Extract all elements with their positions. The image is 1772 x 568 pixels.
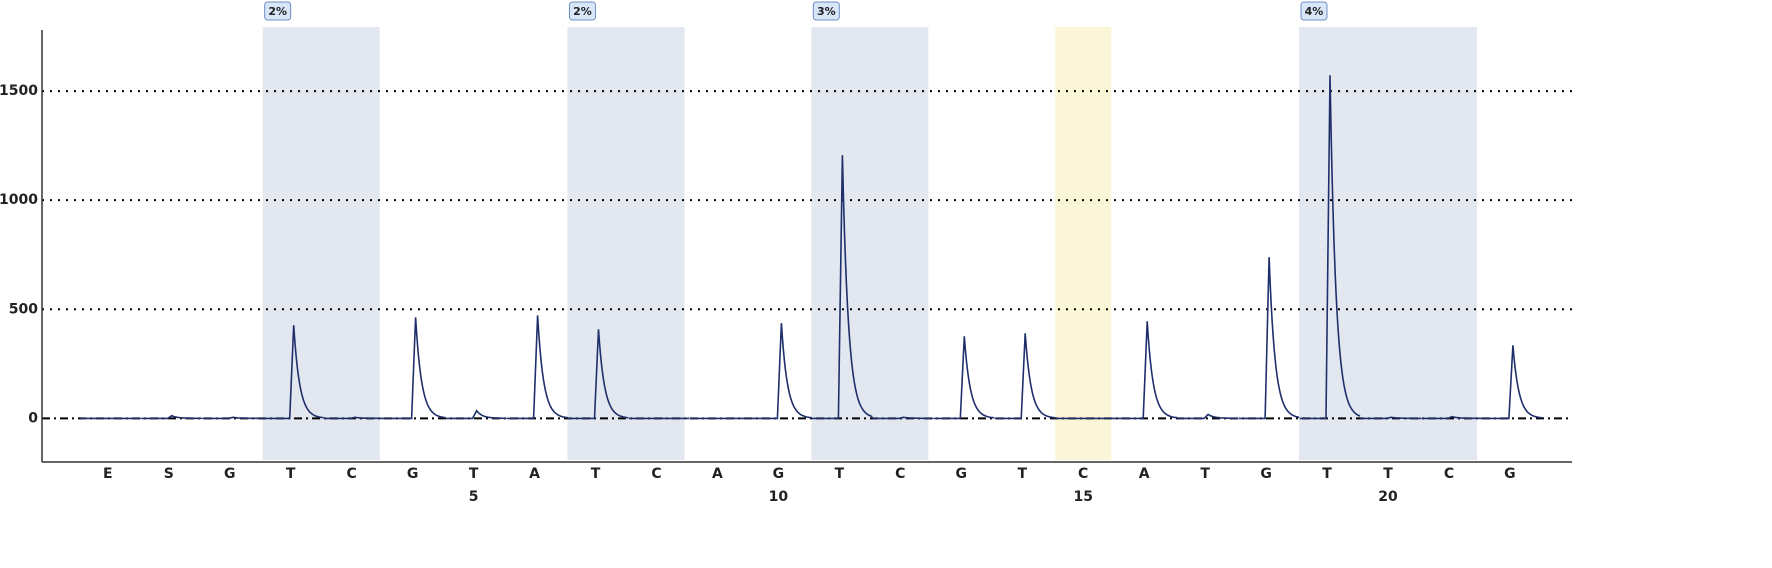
peak (1482, 345, 1543, 420)
peak (811, 155, 873, 420)
x-tick-label: S (164, 466, 174, 482)
peak (507, 315, 568, 420)
peak (1238, 257, 1300, 420)
peak (1360, 416, 1421, 420)
region-badge (812, 1, 840, 21)
highlight-region (1055, 27, 1112, 460)
x-tick-label: T (1383, 466, 1393, 482)
y-tick-label: 0 (28, 410, 38, 426)
x-tick-label: T (1200, 466, 1210, 482)
peak (750, 323, 812, 420)
region-label: 2% (268, 5, 287, 18)
peak (994, 333, 1056, 420)
peak (385, 317, 446, 420)
region-label: 3% (817, 5, 836, 18)
x-tick-label: A (712, 466, 723, 482)
peak (324, 416, 385, 420)
highlight-region (567, 27, 685, 460)
peak (141, 414, 202, 420)
position-label: 5 (469, 489, 479, 505)
x-tick-label: T (1017, 466, 1027, 482)
region-label: 2% (573, 5, 592, 18)
x-tick-label: G (407, 466, 419, 482)
highlight-region (262, 27, 380, 460)
peak (202, 416, 263, 420)
x-tick-label: C (895, 466, 905, 482)
region-badge (1300, 1, 1328, 21)
x-tick-label: C (1078, 466, 1088, 482)
position-label: 15 (1073, 489, 1092, 505)
peak (872, 416, 934, 420)
x-tick-label: T (591, 466, 601, 482)
y-tick-label: 500 (9, 301, 38, 317)
peak (1299, 75, 1361, 420)
peak (568, 329, 629, 420)
x-tick-label: C (1444, 466, 1454, 482)
x-tick-label: G (1260, 466, 1272, 482)
x-tick-label: G (224, 466, 236, 482)
peak (1116, 321, 1178, 420)
x-tick-label: G (1504, 466, 1516, 482)
x-tick-label: C (347, 466, 357, 482)
x-tick-label: T (1322, 466, 1332, 482)
peak (263, 325, 324, 420)
peak (933, 336, 995, 420)
position-label: 10 (769, 489, 789, 505)
x-tick-label: T (835, 466, 845, 482)
region-badge (264, 1, 292, 21)
region-label: 4% (1305, 5, 1324, 18)
x-tick-label: T (286, 466, 296, 482)
x-tick-label: C (651, 466, 661, 482)
y-tick-label: 1000 (0, 192, 38, 208)
x-tick-label: E (103, 466, 113, 482)
x-tick-label: G (773, 466, 785, 482)
x-tick-label: G (956, 466, 968, 482)
peak (1421, 415, 1483, 420)
position-label: 20 (1378, 489, 1398, 505)
peak (1177, 413, 1239, 420)
region-badge (568, 1, 596, 21)
x-tick-label: A (529, 466, 540, 482)
y-tick-label: 1500 (0, 83, 38, 99)
peak (446, 409, 507, 420)
highlight-region (811, 27, 929, 460)
x-tick-label: A (1139, 466, 1150, 482)
x-tick-label: T (469, 466, 479, 482)
